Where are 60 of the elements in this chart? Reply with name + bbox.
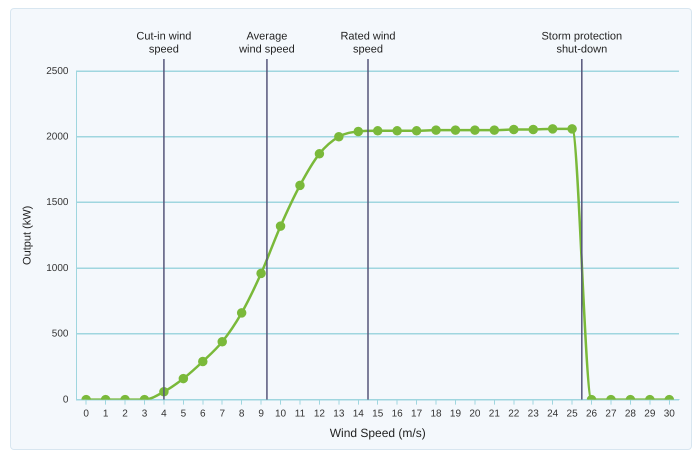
point	[334, 132, 344, 142]
x-tick-label: 4	[161, 408, 168, 420]
ref-line-label: Cut-in wind speed	[136, 30, 192, 56]
x-tick-label: 29	[644, 408, 656, 420]
y-tick-label: 500	[52, 328, 69, 340]
x-tick-label: 30	[664, 408, 676, 420]
x-tick-label: 5	[180, 408, 187, 420]
point	[256, 268, 266, 278]
x-tick-label: 26	[586, 408, 598, 420]
x-tick-label: 16	[392, 408, 404, 420]
x-tick-label: 0	[83, 408, 90, 420]
x-tick-label: 27	[605, 408, 617, 420]
x-tick-label: 21	[488, 408, 500, 420]
x-tick-label: 6	[200, 408, 206, 420]
y-tick-label: 1500	[46, 197, 69, 208]
point	[431, 125, 441, 135]
point	[509, 124, 519, 134]
x-tick-label: 15	[372, 408, 384, 420]
x-tick-label: 8	[238, 408, 245, 420]
point	[276, 221, 286, 231]
point	[490, 125, 500, 135]
point	[392, 126, 402, 136]
x-tick-label: 23	[528, 408, 540, 420]
x-tick-label: 2	[122, 408, 128, 420]
point	[450, 125, 460, 135]
x-tick-label: 22	[508, 408, 520, 420]
x-tick-label: 9	[258, 408, 264, 420]
ref-line-label: Rated wind speed	[340, 30, 396, 56]
x-tick-label: 18	[430, 408, 442, 420]
x-tick-label: 11	[294, 408, 306, 420]
x-tick-label: 14	[352, 408, 364, 420]
point	[412, 126, 422, 136]
x-tick-label: 3	[142, 408, 148, 420]
ref-line-label: Storm protection shut-down	[541, 30, 622, 56]
y-tick-label: 2000	[46, 131, 69, 142]
x-tick-label: 25	[566, 408, 578, 420]
x-axis-title: Wind Speed (m/s)	[330, 426, 426, 440]
point	[548, 124, 558, 134]
point	[314, 149, 324, 159]
x-tick-label: 13	[333, 408, 345, 420]
y-tick-label: 2500	[46, 66, 69, 77]
x-tick-label: 28	[624, 408, 636, 420]
point	[372, 126, 382, 136]
y-tick-label: 0	[62, 394, 69, 406]
y-tick-label: 1000	[46, 262, 69, 274]
x-tick-label: 24	[547, 408, 559, 420]
x-tick-label: 17	[411, 408, 423, 420]
ref-line-label: Average wind speed	[238, 30, 295, 56]
point	[528, 124, 538, 134]
x-tick-label: 1	[102, 408, 109, 420]
x-tick-label: 20	[469, 408, 481, 420]
x-tick-label: 19	[450, 408, 462, 420]
point	[470, 125, 480, 135]
point	[354, 126, 364, 136]
point	[295, 180, 305, 190]
y-axis-title: Output (kW)	[22, 206, 34, 265]
x-tick-label: 12	[314, 408, 326, 420]
x-tick-label: 7	[219, 408, 226, 420]
x-tick-label: 10	[274, 408, 287, 420]
point	[567, 124, 577, 134]
